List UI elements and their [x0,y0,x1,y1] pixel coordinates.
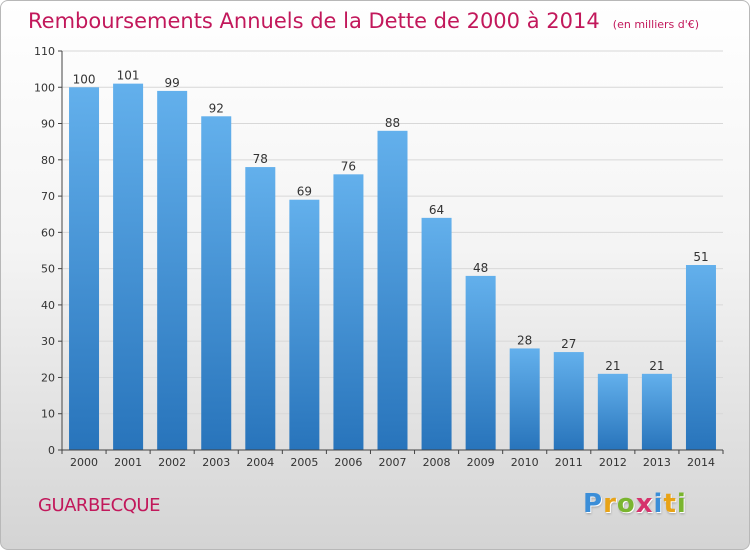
x-tick-labels: 2000 2001 2002 2003 2004 2005 2006 2007 2008 2009… [70,456,715,469]
bar-2013 [641,373,672,450]
axes [61,51,723,451]
y-tick-label: 70 [41,190,55,203]
x-tick-label-2001: 2001 [114,456,142,469]
y-tick-label: 0 [48,444,55,457]
bar-2005 [289,199,320,450]
x-tick-label-2010: 2010 [511,456,539,469]
logo-letter: x [635,489,654,519]
bar-2004 [245,167,276,450]
x-tick-label-2000: 2000 [70,456,98,469]
y-tick-label: 10 [41,408,55,421]
chart-title: Remboursements Annuels de la Dette de 20… [28,9,600,33]
data-label-2006: 76 [341,159,356,173]
y-tick-label: 60 [41,226,55,239]
bars [69,83,716,451]
logo-letter: i [653,489,664,519]
bar-2009 [465,275,496,450]
place-name: GUARBECQUE [38,495,160,516]
logo-letter: P [583,489,604,519]
data-label-2008: 64 [429,203,444,217]
logo-letter: i [676,489,687,519]
y-tick-label: 110 [34,45,55,58]
x-tick-label-2007: 2007 [379,456,407,469]
x-tick-label-2006: 2006 [334,456,362,469]
x-tick-label-2008: 2008 [423,456,451,469]
data-label-2013: 21 [649,359,664,373]
bar-2006 [333,174,364,450]
bar-2014 [685,265,716,450]
bar-2007 [377,130,408,451]
bar-2012 [597,373,628,450]
bar-2003 [201,116,232,451]
y-tick-label: 50 [41,263,55,276]
chart-header: Remboursements Annuels de la Dette de 20… [28,9,699,33]
data-label-2000: 100 [73,72,96,86]
bar-2010 [509,348,540,450]
bar-2008 [421,217,452,450]
bar-2011 [553,352,584,450]
x-tick-label-2014: 2014 [687,456,715,469]
x-tick-label-2009: 2009 [467,456,495,469]
data-label-2007: 88 [385,116,400,130]
data-label-2001: 101 [117,69,140,83]
x-tick-label-2012: 2012 [599,456,627,469]
data-label-2004: 78 [253,152,268,166]
logo-letter: t [663,489,677,519]
data-label-2014: 51 [693,250,708,264]
x-tick-label-2003: 2003 [202,456,230,469]
proxiti-logo: Proxiti [583,489,687,519]
data-label-2003: 92 [209,101,224,115]
x-tick-label-2005: 2005 [290,456,318,469]
data-label-2010: 28 [517,333,532,347]
x-tick-label-2002: 2002 [158,456,186,469]
bar-2001 [113,83,144,451]
y-tick-label: 30 [41,335,55,348]
x-tick-label-2013: 2013 [643,456,671,469]
data-label-2005: 69 [297,185,312,199]
x-tick-label-2011: 2011 [555,456,583,469]
data-labels: 100 101 99 92 78 69 76 88 64 48 28 27 21 21 51 [73,69,709,373]
bar-2000 [69,87,100,450]
chart-unit-note: (en milliers d'€) [612,18,700,31]
y-tick-labels: 0 10 20 30 40 50 60 70 80 90 100 110 [34,45,55,457]
y-tick-label: 100 [34,81,55,94]
x-tick-label-2004: 2004 [246,456,274,469]
logo-letter: r [603,489,617,519]
data-label-2009: 48 [473,261,488,275]
bar-2002 [157,90,188,451]
data-label-2011: 27 [561,337,576,351]
y-tick-label: 90 [41,118,55,131]
data-label-2012: 21 [605,359,620,373]
y-tick-label: 80 [41,154,55,167]
y-tick-label: 20 [41,371,55,384]
logo-letter: o [616,489,636,519]
data-label-2002: 99 [165,76,180,90]
y-tick-label: 40 [41,299,55,312]
